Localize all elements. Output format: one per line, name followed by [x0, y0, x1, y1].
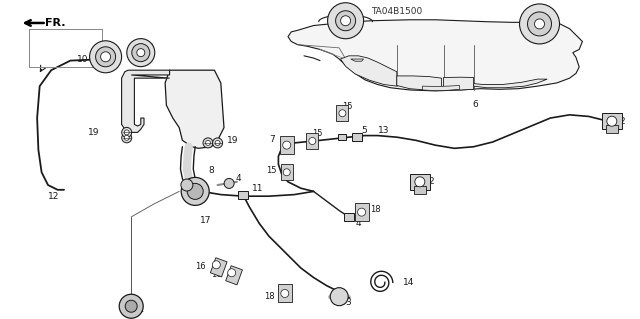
Text: 15: 15 — [342, 102, 353, 111]
Text: 2: 2 — [620, 117, 625, 126]
Text: 2: 2 — [429, 177, 435, 186]
Circle shape — [119, 294, 143, 318]
Bar — [278, 285, 292, 302]
Bar — [355, 203, 369, 221]
Text: 16: 16 — [195, 262, 206, 271]
Circle shape — [340, 16, 351, 26]
Circle shape — [122, 127, 132, 137]
Circle shape — [328, 3, 364, 39]
Bar — [606, 125, 618, 133]
Text: 3: 3 — [346, 298, 351, 307]
Text: 15: 15 — [312, 130, 323, 138]
Bar — [281, 164, 292, 180]
Bar — [352, 132, 362, 141]
Bar — [238, 191, 248, 199]
Circle shape — [607, 116, 617, 126]
Text: 11: 11 — [252, 184, 263, 193]
Text: 14: 14 — [403, 278, 415, 287]
Circle shape — [127, 39, 155, 67]
Text: TA04B1500: TA04B1500 — [371, 7, 422, 16]
Circle shape — [205, 140, 211, 145]
Text: 5: 5 — [362, 126, 367, 135]
Text: 18: 18 — [370, 205, 381, 214]
Circle shape — [527, 12, 552, 36]
Circle shape — [284, 169, 290, 176]
Text: 1: 1 — [138, 304, 144, 314]
Circle shape — [187, 183, 204, 199]
Text: 4: 4 — [236, 174, 241, 183]
Circle shape — [228, 269, 236, 277]
Circle shape — [137, 48, 145, 57]
Circle shape — [339, 110, 346, 117]
Circle shape — [330, 288, 348, 306]
Circle shape — [358, 208, 365, 216]
Bar — [602, 113, 622, 129]
Text: 17: 17 — [200, 216, 211, 225]
Text: 9: 9 — [147, 43, 153, 52]
Circle shape — [283, 141, 291, 149]
Polygon shape — [165, 70, 224, 148]
Circle shape — [124, 135, 129, 140]
Circle shape — [100, 52, 111, 62]
Polygon shape — [351, 59, 364, 61]
Circle shape — [224, 178, 234, 189]
Bar — [307, 133, 318, 149]
Circle shape — [124, 130, 129, 135]
Polygon shape — [288, 20, 582, 91]
Bar — [337, 105, 348, 121]
Text: 13: 13 — [378, 126, 389, 135]
Circle shape — [132, 44, 150, 62]
Text: 15: 15 — [266, 166, 276, 175]
Circle shape — [90, 41, 122, 73]
Circle shape — [212, 138, 223, 148]
Circle shape — [415, 177, 425, 187]
Text: 18: 18 — [264, 292, 275, 301]
Circle shape — [215, 140, 220, 145]
Bar — [410, 174, 430, 190]
Text: 19: 19 — [88, 128, 99, 137]
Polygon shape — [122, 70, 170, 132]
Bar — [211, 258, 227, 277]
Circle shape — [125, 300, 137, 312]
Circle shape — [95, 47, 116, 67]
Bar — [280, 136, 294, 154]
Bar — [414, 186, 426, 194]
Text: 12: 12 — [48, 192, 60, 201]
Circle shape — [212, 261, 220, 269]
Circle shape — [102, 53, 109, 61]
Text: 10: 10 — [77, 55, 88, 63]
Circle shape — [122, 133, 132, 143]
Circle shape — [534, 19, 545, 29]
Bar — [339, 134, 346, 140]
Polygon shape — [444, 77, 474, 90]
Text: 16: 16 — [211, 270, 222, 279]
Circle shape — [335, 11, 356, 31]
Bar — [226, 266, 243, 285]
Circle shape — [309, 137, 316, 145]
Text: 8: 8 — [208, 166, 214, 175]
Circle shape — [203, 138, 213, 148]
Polygon shape — [397, 76, 442, 90]
Circle shape — [181, 179, 193, 191]
Circle shape — [181, 177, 209, 205]
Bar — [344, 213, 354, 221]
Circle shape — [520, 4, 559, 44]
Text: 6: 6 — [472, 100, 478, 109]
Polygon shape — [422, 85, 460, 91]
Polygon shape — [474, 79, 547, 88]
Text: 4: 4 — [355, 219, 361, 228]
Circle shape — [281, 289, 289, 298]
Polygon shape — [340, 56, 397, 86]
Text: FR.: FR. — [45, 18, 65, 28]
Text: 19: 19 — [227, 136, 239, 145]
Text: 7: 7 — [269, 135, 275, 144]
